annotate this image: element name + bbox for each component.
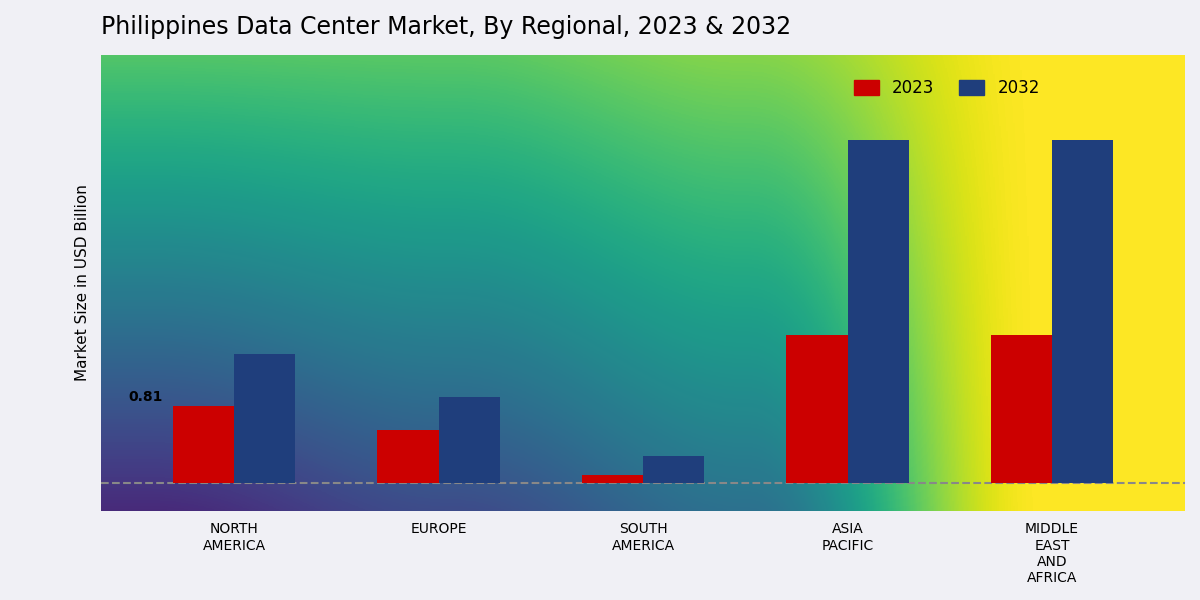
Legend: 2023, 2032: 2023, 2032 (847, 72, 1046, 104)
Bar (1052, 140, 1114, 483)
Text: Philippines Data Center Market, By Regional, 2023 & 2032: Philippines Data Center Market, By Regio… (101, 15, 791, 39)
Bar (173, 406, 234, 483)
Text: 0.81: 0.81 (128, 390, 162, 404)
Bar (991, 335, 1052, 483)
Bar (234, 355, 295, 483)
Bar (377, 430, 438, 483)
Bar (582, 475, 643, 483)
Y-axis label: Market Size in USD Billion: Market Size in USD Billion (74, 185, 90, 382)
Bar (438, 397, 500, 483)
Bar (847, 140, 908, 483)
Bar (643, 456, 704, 483)
Bar (786, 335, 847, 483)
